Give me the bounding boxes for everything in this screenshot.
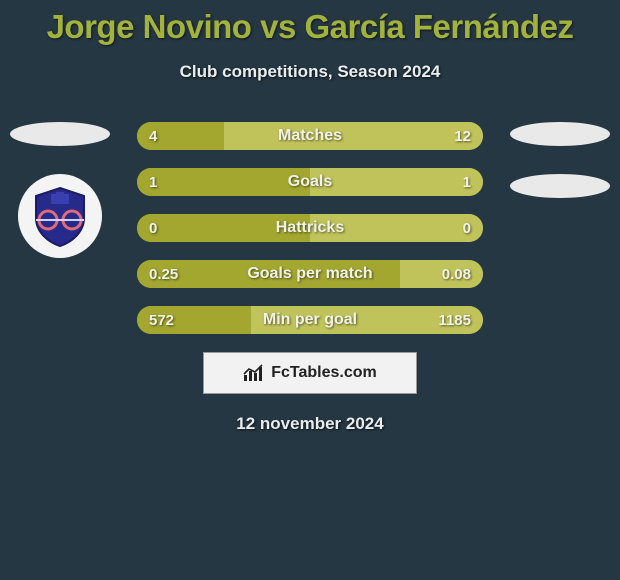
right-player-column: [510, 122, 610, 226]
bar-label: Goals per match: [137, 260, 483, 288]
stat-bar: 00Hattricks: [137, 214, 483, 242]
player-oval-right-2: [510, 174, 610, 198]
left-player-column: [10, 122, 110, 258]
brand-box: FcTables.com: [203, 352, 417, 394]
stat-bar: 0.250.08Goals per match: [137, 260, 483, 288]
comparison-content: 412Matches 11Goals 00Hattricks 0.250.08Goal…: [0, 122, 620, 434]
stat-bars: 412Matches 11Goals 00Hattricks 0.250.08Goal…: [137, 122, 483, 334]
shield-icon: [28, 184, 92, 248]
club-badge-left: [18, 174, 102, 258]
bar-label: Matches: [137, 122, 483, 150]
date-text: 12 november 2024: [0, 414, 620, 434]
stat-bar: 412Matches: [137, 122, 483, 150]
stat-bar: 11Goals: [137, 168, 483, 196]
bar-label: Min per goal: [137, 306, 483, 334]
bar-label: Hattricks: [137, 214, 483, 242]
stat-bar: 5721185Min per goal: [137, 306, 483, 334]
subtitle: Club competitions, Season 2024: [0, 62, 620, 82]
page-title: Jorge Novino vs García Fernández: [0, 0, 620, 46]
chart-icon: [243, 364, 265, 382]
player-oval-right-1: [510, 122, 610, 146]
brand-text: FcTables.com: [271, 364, 377, 382]
bar-label: Goals: [137, 168, 483, 196]
player-oval-left: [10, 122, 110, 146]
